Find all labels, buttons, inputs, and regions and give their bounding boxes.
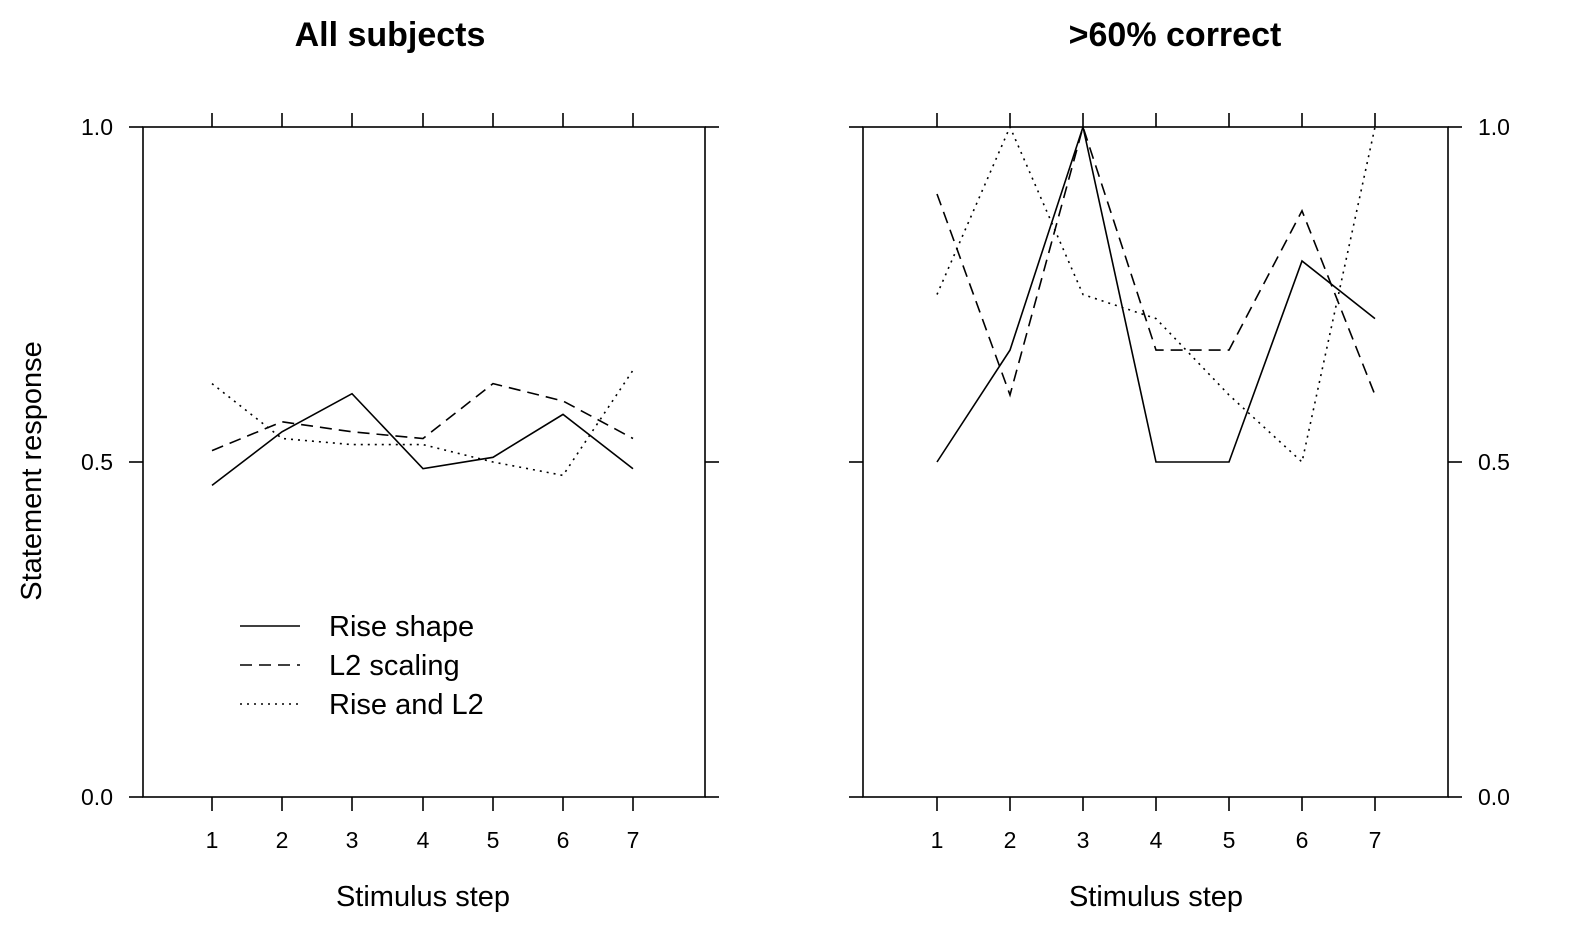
legend-label: Rise and L2 bbox=[329, 689, 484, 721]
panel-2: >60% correct 1 2 3 4 5 6 7 0.0 0.5 1.0 Stimulus ste… bbox=[849, 16, 1510, 913]
x-tick-label: 1 bbox=[206, 827, 219, 853]
legend: Rise shape L2 scaling Rise and L2 bbox=[240, 611, 484, 721]
x-tick-label: 6 bbox=[1296, 827, 1309, 853]
x-tick-label: 5 bbox=[487, 827, 500, 853]
x-axis-title: Stimulus step bbox=[336, 881, 510, 913]
series-line-l2-scaling bbox=[936, 124, 1376, 398]
legend-label: L2 scaling bbox=[329, 650, 460, 682]
x-tick-label: 5 bbox=[1223, 827, 1236, 853]
series-line-l2-scaling bbox=[211, 382, 634, 452]
legend-label: Rise shape bbox=[329, 611, 474, 643]
chart-title: >60% correct bbox=[1069, 16, 1282, 54]
y-tick-label: 0.5 bbox=[1478, 449, 1510, 475]
series-line-rise-shape bbox=[936, 123, 1376, 463]
x-tick-label: 7 bbox=[627, 827, 640, 853]
x-tick-label: 4 bbox=[1150, 827, 1163, 853]
y-axis-title: Statement response bbox=[16, 341, 48, 601]
y-tick-label: 1.0 bbox=[81, 114, 113, 140]
x-axis-title: Stimulus step bbox=[1069, 881, 1243, 913]
x-tick-label: 4 bbox=[417, 827, 430, 853]
y-tick-label: 0.5 bbox=[81, 449, 113, 475]
x-tick-label: 3 bbox=[1077, 827, 1090, 853]
chart-title: All subjects bbox=[295, 16, 486, 54]
y-tick-label: 0.0 bbox=[81, 784, 113, 810]
x-tick-label: 2 bbox=[276, 827, 289, 853]
series-line-rise-and-l2 bbox=[936, 124, 1376, 464]
panel-1: All subjects 1 2 3 4 5 6 7 0.0 0.5 1.0 Stimulus ste… bbox=[16, 16, 719, 913]
x-tick-label: 1 bbox=[931, 827, 944, 853]
x-tick-label: 2 bbox=[1004, 827, 1017, 853]
x-tick-label: 3 bbox=[346, 827, 359, 853]
x-tick-label: 7 bbox=[1369, 827, 1382, 853]
y-tick-label: 0.0 bbox=[1478, 784, 1510, 810]
y-tick-label: 1.0 bbox=[1478, 114, 1510, 140]
x-tick-label: 6 bbox=[557, 827, 570, 853]
series-line-rise-shape bbox=[211, 392, 634, 487]
